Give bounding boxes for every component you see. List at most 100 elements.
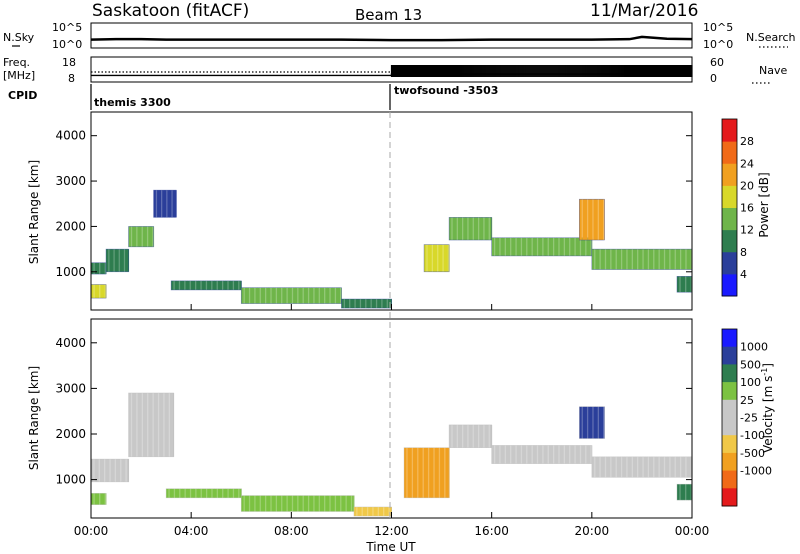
- echo-cell: [440, 244, 443, 272]
- echo-cell: [422, 447, 425, 498]
- echo-cell: [466, 424, 470, 448]
- echo-cell: [364, 299, 367, 309]
- echo-cell: [570, 445, 573, 464]
- echo-cell: [547, 445, 550, 464]
- echo-cell: [387, 506, 391, 517]
- echo-cell: [180, 280, 183, 290]
- echo-cell: [130, 226, 133, 247]
- echo-cell: [548, 445, 552, 464]
- echo-cell: [607, 456, 611, 478]
- echo-cell: [577, 445, 580, 464]
- echo-cell: [98, 262, 101, 275]
- echo-cell: [307, 495, 310, 512]
- echo-cell: [658, 249, 661, 270]
- echo-cell: [525, 237, 528, 256]
- echo-cell: [445, 244, 448, 272]
- echo-cell: [225, 280, 228, 290]
- echo-cell: [175, 488, 178, 498]
- echo-cell: [92, 459, 96, 482]
- echo-cell: [541, 237, 545, 256]
- echo-cell: [588, 445, 591, 464]
- beam-label: Beam 13: [355, 6, 422, 24]
- echo-cell: [468, 424, 471, 448]
- echo-cell: [593, 406, 596, 439]
- echo-cell: [194, 280, 197, 290]
- echo-cell: [350, 495, 353, 512]
- echo-cell: [102, 284, 105, 299]
- echo-cell: [497, 445, 500, 464]
- velocity-y-label: Slant Range [km]: [27, 366, 41, 470]
- power-colorbar-segment: [722, 163, 737, 186]
- echo-cell: [461, 217, 464, 241]
- echo-cell: [219, 488, 223, 498]
- echo-cell: [387, 299, 391, 309]
- echo-cell: [443, 447, 446, 498]
- freq-left-tick-top: 18: [62, 56, 76, 69]
- echo-cell: [454, 424, 457, 448]
- echo-cell: [262, 287, 266, 304]
- echo-cell: [598, 456, 602, 478]
- noise-right-tick-bottom: 10^0: [703, 38, 733, 51]
- echo-cell: [278, 495, 282, 512]
- echo-cell: [582, 445, 586, 464]
- echo-cell: [449, 424, 452, 448]
- echo-cell: [114, 459, 117, 482]
- echo-cell: [237, 280, 240, 290]
- echo-cell: [273, 287, 276, 304]
- echo-cell: [314, 287, 317, 304]
- echo-cell: [94, 459, 97, 482]
- echo-cell: [126, 459, 130, 482]
- echo-cell: [680, 276, 684, 293]
- echo-cell: [111, 249, 114, 272]
- echo-cell: [92, 284, 96, 299]
- echo-cell: [170, 392, 173, 457]
- echo-cell: [445, 447, 448, 498]
- echo-cell: [160, 190, 163, 218]
- echo-cell: [588, 406, 591, 439]
- echo-cell: [352, 299, 355, 309]
- echo-cell: [107, 459, 110, 482]
- echo-cell: [223, 280, 226, 290]
- echo-cell: [339, 287, 342, 304]
- echo-cell: [584, 237, 587, 256]
- echo-cell: [640, 456, 643, 478]
- echo-cell: [268, 287, 271, 304]
- echo-cell: [598, 249, 602, 270]
- echo-cell: [91, 284, 94, 299]
- echo-cell: [280, 287, 283, 304]
- echo-cell: [404, 447, 407, 498]
- echo-cell: [192, 280, 196, 290]
- echo-cell: [217, 488, 221, 498]
- velocity-colorbar-segment: [722, 329, 737, 348]
- echo-cell: [539, 445, 543, 464]
- echo-cell: [284, 287, 287, 304]
- echo-band-outline: [491, 445, 593, 464]
- echo-cell: [386, 506, 389, 517]
- echo-cell: [680, 484, 684, 501]
- echo-cell: [568, 445, 571, 464]
- echo-cell: [178, 488, 181, 498]
- echo-cell: [91, 459, 94, 482]
- echo-cell: [207, 280, 210, 290]
- echo-cell: [124, 459, 128, 482]
- echo-cell: [207, 488, 210, 498]
- echo-cell: [165, 190, 168, 218]
- echo-cell: [606, 249, 609, 270]
- echo-cell: [438, 244, 441, 272]
- echo-cell: [298, 287, 301, 304]
- echo-cell: [380, 299, 384, 309]
- velocity-colorbar-segment: [722, 435, 737, 454]
- echo-cell: [98, 459, 101, 482]
- echo-cell: [148, 392, 151, 457]
- echo-cell: [346, 495, 350, 512]
- echo-cell: [100, 284, 103, 299]
- echo-cell: [591, 406, 595, 439]
- echo-cell: [543, 237, 546, 256]
- echo-cell: [507, 237, 511, 256]
- power-colorbar-segment: [722, 141, 737, 164]
- echo-cell: [554, 445, 557, 464]
- echo-cell: [482, 424, 486, 448]
- y-tick-label: 3000: [55, 381, 86, 395]
- echo-cell: [373, 299, 376, 309]
- noise-left-label: N.Sky: [3, 31, 35, 44]
